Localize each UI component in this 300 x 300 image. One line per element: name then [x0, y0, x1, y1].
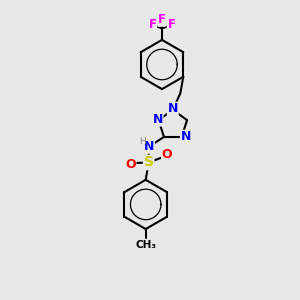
Text: N: N [168, 102, 178, 116]
Text: CH₃: CH₃ [135, 239, 156, 250]
Text: F: F [158, 13, 166, 26]
Text: N: N [181, 130, 191, 143]
Text: H: H [139, 137, 146, 146]
Text: O: O [125, 158, 136, 171]
Text: O: O [162, 148, 172, 160]
Text: N: N [152, 113, 163, 126]
Text: F: F [168, 18, 176, 32]
Text: S: S [144, 155, 154, 170]
Text: N: N [144, 140, 154, 153]
Text: F: F [148, 18, 156, 32]
